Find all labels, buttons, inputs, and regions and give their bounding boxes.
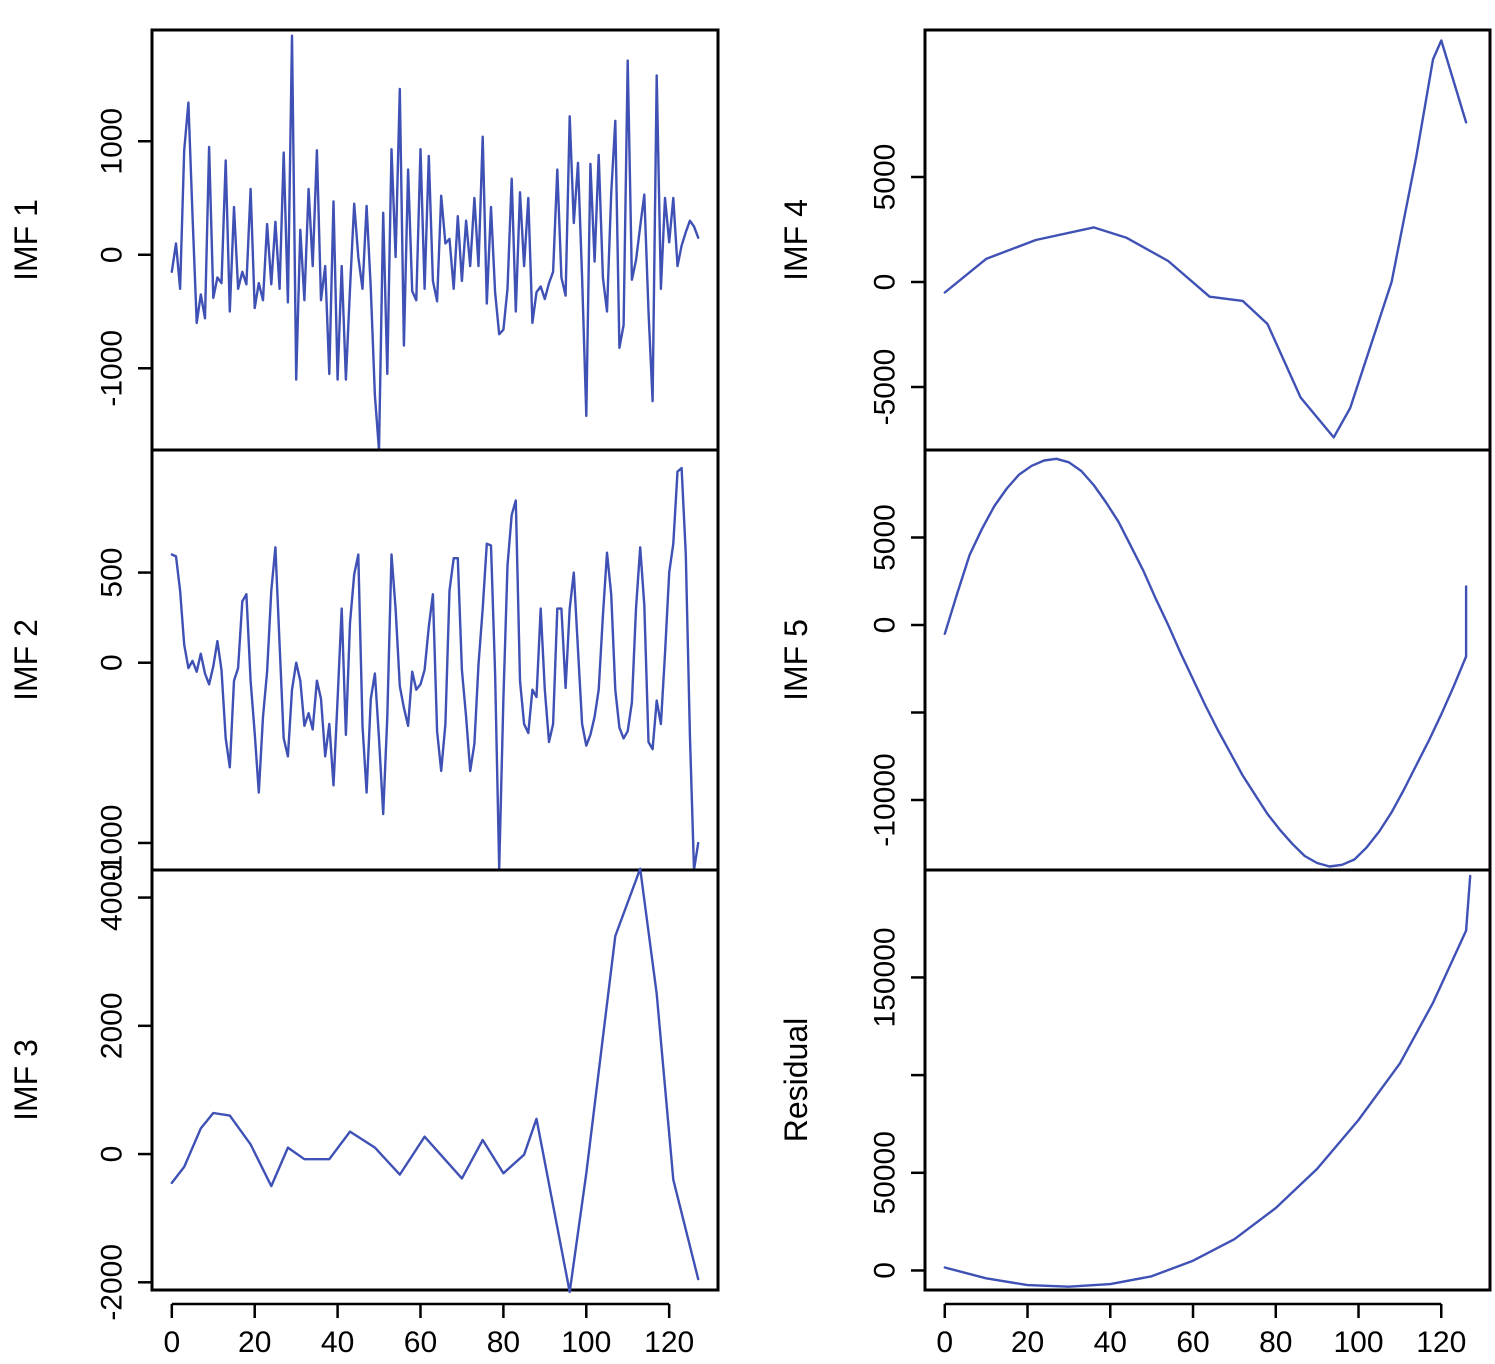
imf3-ytick-label: 0: [96, 1146, 129, 1163]
imf3-panel: -2000 0 2000 4000 IMF 3 0 20 40 60 80 100 120: [8, 864, 720, 1359]
imf5-plot-frame: [923, 448, 1492, 872]
imf3-xtick-label: 20: [238, 1326, 271, 1359]
residual-xtick-label: 60: [1176, 1326, 1209, 1359]
residual-plot-frame: [923, 868, 1492, 1292]
imf4-ytick-label: 5000: [869, 144, 902, 211]
residual-xtick-label: 120: [1416, 1326, 1466, 1359]
imf3-xtick-label: 80: [487, 1326, 520, 1359]
residual-series-line: [943, 874, 1472, 1288]
imf1-panel: -1000 0 1000 IMF 1: [8, 28, 720, 452]
imf4-series-line: [943, 39, 1468, 439]
imf3-plot-frame: [150, 868, 720, 1292]
imf2-ytick-label: -1000: [96, 805, 129, 882]
imf1-ylabel: IMF 1: [8, 199, 44, 281]
imf4-ylabel: IMF 4: [778, 199, 814, 281]
imf2-panel: -1000 0 500 IMF 2: [8, 448, 720, 882]
imf5-ytick-label: -10000: [869, 753, 902, 846]
imf4-ytick-label: -5000: [869, 349, 902, 426]
imf4-plot-frame: [923, 28, 1492, 452]
imf5-panel: -10000 0 5000 IMF 5: [778, 448, 1492, 872]
imf3-xtick-label: 100: [561, 1326, 611, 1359]
imf3-ytick-label: -2000: [96, 1244, 129, 1321]
imf3-xtick-label: 40: [321, 1326, 354, 1359]
imf5-ylabel: IMF 5: [778, 619, 814, 701]
imf1-ytick-label: -1000: [96, 330, 129, 407]
imf3-xtick-label: 60: [404, 1326, 437, 1359]
imf3-ylabel: IMF 3: [8, 1039, 44, 1121]
imf2-series-line: [170, 466, 700, 872]
imf4-ytick-label: 0: [869, 274, 902, 291]
imf5-ytick-label: 5000: [869, 504, 902, 571]
residual-xtick-label: 100: [1333, 1326, 1383, 1359]
imf1-ytick-label: 1000: [96, 108, 129, 175]
imf3-ytick-label: 2000: [96, 992, 129, 1059]
imf3-xtick-label: 120: [644, 1326, 694, 1359]
imf2-ytick-label: 0: [96, 654, 129, 671]
imf1-series-line: [170, 34, 700, 452]
residual-ytick-label: 150000: [869, 927, 902, 1027]
imf4-panel: -5000 0 5000 IMF 4: [778, 28, 1492, 452]
imf1-ytick-label: 0: [96, 246, 129, 263]
imf3-xtick-label: 0: [163, 1326, 180, 1359]
imf5-series-line: [943, 457, 1468, 868]
residual-xtick-label: 80: [1259, 1326, 1292, 1359]
residual-xtick-label: 40: [1094, 1326, 1127, 1359]
imf3-series-line: [170, 867, 700, 1294]
residual-ytick-label: 50000: [869, 1131, 902, 1214]
imf5-ytick-label: 0: [869, 617, 902, 634]
residual-panel: 0 50000 150000 Residual 0 20 40 60 80 100 120: [778, 868, 1492, 1359]
residual-ytick-label: 0: [869, 1262, 902, 1279]
imf2-ylabel: IMF 2: [8, 619, 44, 701]
imf2-ytick-label: 500: [96, 548, 129, 598]
residual-xtick-label: 20: [1011, 1326, 1044, 1359]
imf1-plot-frame: [150, 28, 720, 452]
residual-ylabel: Residual: [778, 1018, 814, 1143]
imf3-ytick-label: 4000: [96, 864, 129, 931]
residual-xtick-label: 0: [936, 1326, 953, 1359]
